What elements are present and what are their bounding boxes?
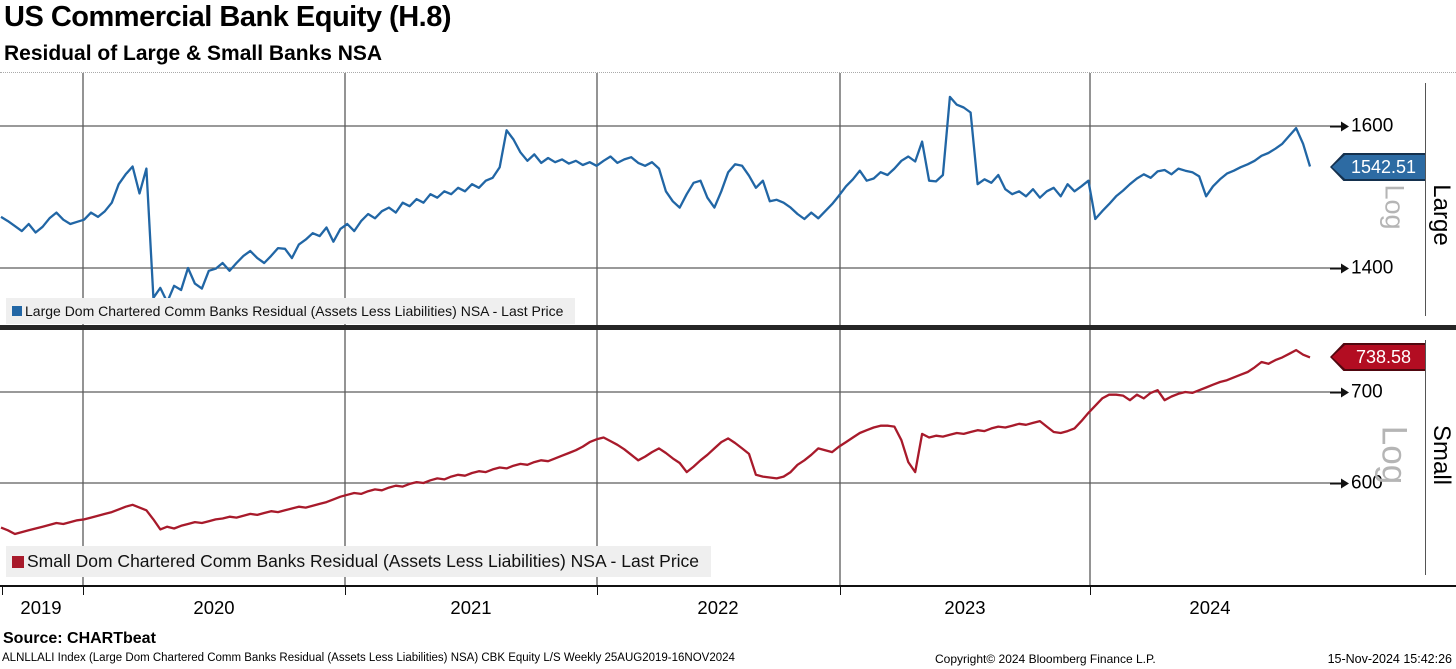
x-axis-year-label: 2024 bbox=[1189, 597, 1231, 618]
y-axis-tick: 1400 bbox=[1330, 259, 1393, 278]
y-tick-label: 600 bbox=[1351, 472, 1383, 494]
legend-marker-large-icon bbox=[12, 306, 22, 316]
legend-large: Large Dom Chartered Comm Banks Residual … bbox=[6, 298, 576, 324]
price-line bbox=[0, 95, 1312, 304]
tick-line bbox=[1330, 391, 1341, 393]
page-title: US Commercial Bank Equity (H.8) bbox=[4, 1, 452, 33]
axis-divider-small bbox=[1425, 340, 1426, 575]
x-axis-year-label: 2021 bbox=[450, 597, 492, 618]
x-axis-year-label: 2022 bbox=[697, 597, 739, 618]
price-line bbox=[0, 348, 1311, 536]
timestamp: 15-Nov-2024 15:42:26 bbox=[1327, 652, 1452, 666]
tick-arrow-icon bbox=[1341, 387, 1349, 397]
tick-arrow-icon bbox=[1341, 478, 1349, 488]
axis-divider-large bbox=[1425, 83, 1426, 316]
tick-arrow-icon bbox=[1341, 263, 1349, 273]
tick-line bbox=[1330, 482, 1341, 484]
last-price-badge-large: 1542.51 bbox=[1330, 153, 1426, 181]
plot-area-small bbox=[0, 330, 1330, 585]
legend-label-large: Large Dom Chartered Comm Banks Residual … bbox=[25, 303, 564, 319]
right-axis-large: 1600 1400 1542.51 Log Large bbox=[1330, 73, 1456, 326]
y-tick-label: 1600 bbox=[1351, 115, 1394, 137]
line-chart-large bbox=[0, 73, 1330, 326]
legend-small: Small Dom Chartered Comm Banks Residual … bbox=[6, 546, 712, 577]
page-subtitle: Residual of Large & Small Banks NSA bbox=[4, 42, 383, 65]
x-axis-tick bbox=[840, 587, 841, 595]
tick-line bbox=[1330, 267, 1341, 269]
panel-small: Small Dom Chartered Comm Banks Residual … bbox=[0, 330, 1456, 585]
panel-large: Large Dom Chartered Comm Banks Residual … bbox=[0, 72, 1456, 326]
line-chart-small bbox=[0, 330, 1330, 585]
ticker-description: ALNLLALI Index (Large Dom Chartered Comm… bbox=[2, 652, 735, 664]
x-axis-tick bbox=[83, 587, 84, 595]
y-axis-tick: 1600 bbox=[1330, 117, 1393, 136]
legend-label-small: Small Dom Chartered Comm Banks Residual … bbox=[27, 551, 700, 571]
panel-separator bbox=[0, 325, 1456, 330]
y-axis-tick: 600 bbox=[1330, 474, 1383, 493]
x-axis-tick bbox=[345, 587, 346, 595]
panel-side-label-small: Small bbox=[1428, 424, 1455, 485]
x-axis-year-label: 2020 bbox=[193, 597, 235, 618]
x-axis-year-label: 2019 bbox=[20, 597, 62, 618]
source-label: Source: CHARTbeat bbox=[3, 630, 156, 647]
y-tick-label: 1400 bbox=[1351, 257, 1394, 279]
last-price-badge-small: 738.58 bbox=[1330, 343, 1426, 371]
log-scale-label-large: Log bbox=[1379, 184, 1410, 230]
x-axis-tick bbox=[597, 587, 598, 595]
last-price-value-large: 1542.51 bbox=[1350, 157, 1417, 177]
footer-infobar: ALNLLALI Index (Large Dom Chartered Comm… bbox=[0, 652, 1456, 669]
x-axis-year-label: 2023 bbox=[944, 597, 986, 618]
x-axis-tick bbox=[2, 587, 3, 595]
y-tick-label: 700 bbox=[1351, 381, 1383, 403]
right-axis-small: 700 600 738.58 Log Small bbox=[1330, 330, 1456, 585]
last-price-value-small: 738.58 bbox=[1355, 347, 1412, 367]
plot-area-large bbox=[0, 73, 1330, 326]
legend-marker-small-icon bbox=[12, 555, 24, 568]
tick-line bbox=[1330, 125, 1341, 127]
log-scale-label-small: Log bbox=[1374, 425, 1414, 485]
y-axis-tick: 700 bbox=[1330, 383, 1383, 402]
copyright-text: Copyright© 2024 Bloomberg Finance L.P. bbox=[935, 652, 1156, 666]
x-axis-tick bbox=[1090, 587, 1091, 595]
x-axis: 2019 2020 2021 2022 2023 2024 bbox=[0, 585, 1456, 631]
tick-arrow-icon bbox=[1341, 121, 1349, 131]
panel-side-label-large: Large bbox=[1428, 183, 1455, 246]
